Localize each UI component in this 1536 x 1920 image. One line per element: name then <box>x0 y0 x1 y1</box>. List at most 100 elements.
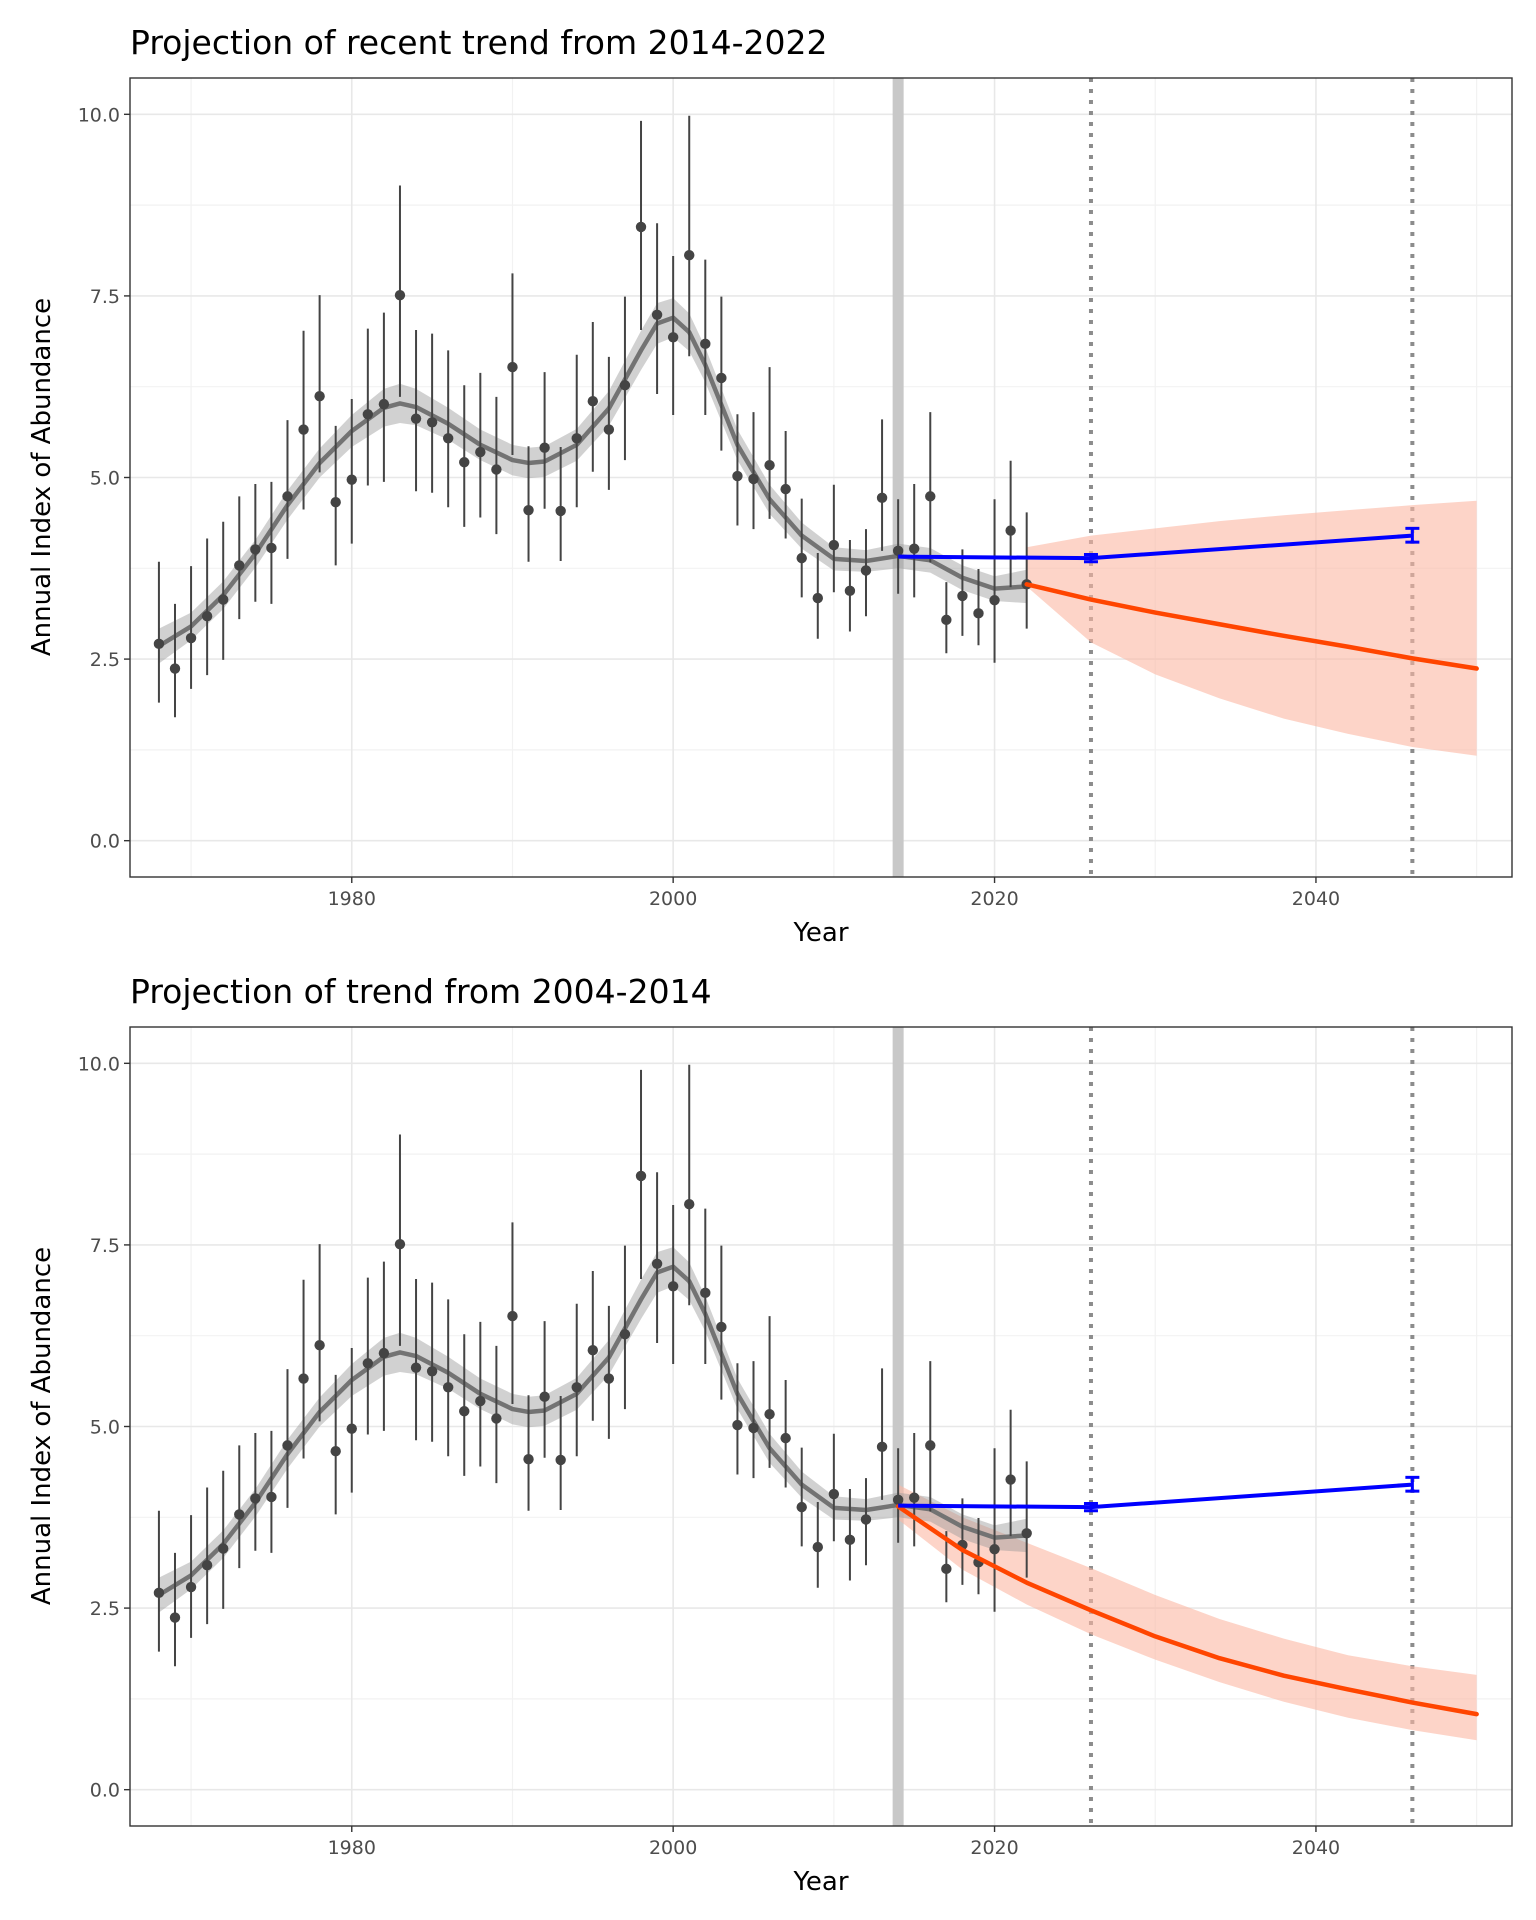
observation-point <box>780 483 791 495</box>
observation-point <box>812 1541 823 1553</box>
projection-ribbon <box>898 1484 1477 1741</box>
observation-point <box>250 544 261 555</box>
observation-point <box>475 446 486 458</box>
observation-point <box>1021 1528 1032 1539</box>
observation-point <box>459 457 470 468</box>
observation-point <box>909 1492 920 1503</box>
observation-point <box>378 1347 390 1359</box>
observation-point <box>876 1441 888 1453</box>
y-axis-label: Annual Index of Abundance <box>27 298 57 656</box>
observation-point <box>491 1413 502 1424</box>
observation-point <box>860 565 872 576</box>
observation-point <box>587 1345 599 1356</box>
observation-point <box>282 491 293 502</box>
observation-point <box>716 1321 727 1333</box>
observation-point <box>941 1563 952 1575</box>
observation-point <box>250 1493 261 1504</box>
observation-point <box>667 332 679 343</box>
observation-point <box>892 545 904 557</box>
observation-point <box>314 390 325 402</box>
observation-point <box>394 1238 406 1250</box>
observation-point <box>748 473 759 485</box>
observation-point <box>266 1491 277 1503</box>
observation-point <box>892 1494 904 1506</box>
observation-point <box>909 543 920 554</box>
observation-point <box>796 552 807 564</box>
observation-point <box>619 1329 631 1340</box>
observation-point <box>684 1199 695 1210</box>
observation-point <box>844 585 856 597</box>
y-tick-label: 10.0 <box>78 104 120 126</box>
x-tick-label: 2000 <box>649 1837 697 1859</box>
x-tick-label: 2040 <box>1292 1837 1340 1859</box>
observation-point <box>314 1339 325 1351</box>
observation-point <box>603 1373 615 1384</box>
observation-point <box>459 1406 470 1417</box>
observation-point <box>282 1440 293 1451</box>
observation-point <box>234 1509 245 1520</box>
observation-point <box>700 1287 711 1299</box>
observation-point <box>925 1440 936 1451</box>
y-tick-label: 7.5 <box>90 286 120 308</box>
observation-point <box>394 289 406 301</box>
observation-point <box>748 1422 759 1434</box>
x-tick-label: 2040 <box>1292 888 1340 910</box>
x-tick-label: 1980 <box>328 888 376 910</box>
observation-point <box>201 611 213 622</box>
observation-point <box>346 474 357 485</box>
observation-point <box>635 221 647 233</box>
observation-point <box>475 1395 486 1407</box>
observation-point <box>298 1373 309 1384</box>
observation-point <box>716 372 727 384</box>
observation-point <box>426 1366 438 1377</box>
y-tick-label: 5.0 <box>90 468 120 490</box>
observation-point <box>234 560 245 571</box>
observation-point <box>635 1170 647 1182</box>
observation-point <box>667 1281 679 1292</box>
x-tick-label: 2020 <box>970 1837 1018 1859</box>
observation-point <box>362 409 374 420</box>
observation-point <box>523 504 534 516</box>
panel-trend-2004-2014: Projection of trend from 2004-2014 Annua… <box>27 972 1513 1897</box>
observation-point <box>410 1362 422 1373</box>
observation-point <box>941 614 952 626</box>
observation-point <box>218 1543 229 1554</box>
observation-point <box>684 250 695 261</box>
observation-point <box>876 492 888 504</box>
observation-point <box>442 433 454 444</box>
observation-point <box>651 309 663 320</box>
observation-point <box>619 380 631 391</box>
observation-point <box>828 539 840 551</box>
observation-point <box>571 1382 582 1393</box>
observation-point <box>989 1544 1000 1555</box>
observation-point <box>764 459 775 471</box>
observation-point <box>764 1408 775 1420</box>
observation-point <box>539 1391 550 1402</box>
projection-line <box>895 1504 1479 1717</box>
observation-point <box>796 1501 807 1513</box>
observation-point <box>571 433 582 444</box>
panel-title: Projection of trend from 2004-2014 <box>130 972 712 1011</box>
observation-point <box>700 338 711 350</box>
observation-point <box>925 491 936 502</box>
y-tick-label: 5.0 <box>90 1417 120 1439</box>
observation-point <box>555 505 566 517</box>
observation-point <box>587 396 599 407</box>
y-tick-label: 2.5 <box>90 1598 120 1620</box>
x-tick-label: 2000 <box>649 888 697 910</box>
y-tick-label: 2.5 <box>90 649 120 671</box>
observation-point <box>507 1310 518 1322</box>
x-tick-label: 2020 <box>970 888 1018 910</box>
observation-point <box>828 1488 840 1500</box>
observation-point <box>523 1453 534 1465</box>
observation-point <box>201 1560 213 1571</box>
observation-point <box>169 663 181 674</box>
observation-point <box>330 496 341 508</box>
observation-point <box>732 1419 743 1431</box>
observation-point <box>989 595 1000 606</box>
observation-point <box>410 413 422 424</box>
observation-point <box>426 417 438 428</box>
observation-point <box>957 590 968 602</box>
observation-point <box>732 470 743 482</box>
x-tick-label: 1980 <box>328 1837 376 1859</box>
